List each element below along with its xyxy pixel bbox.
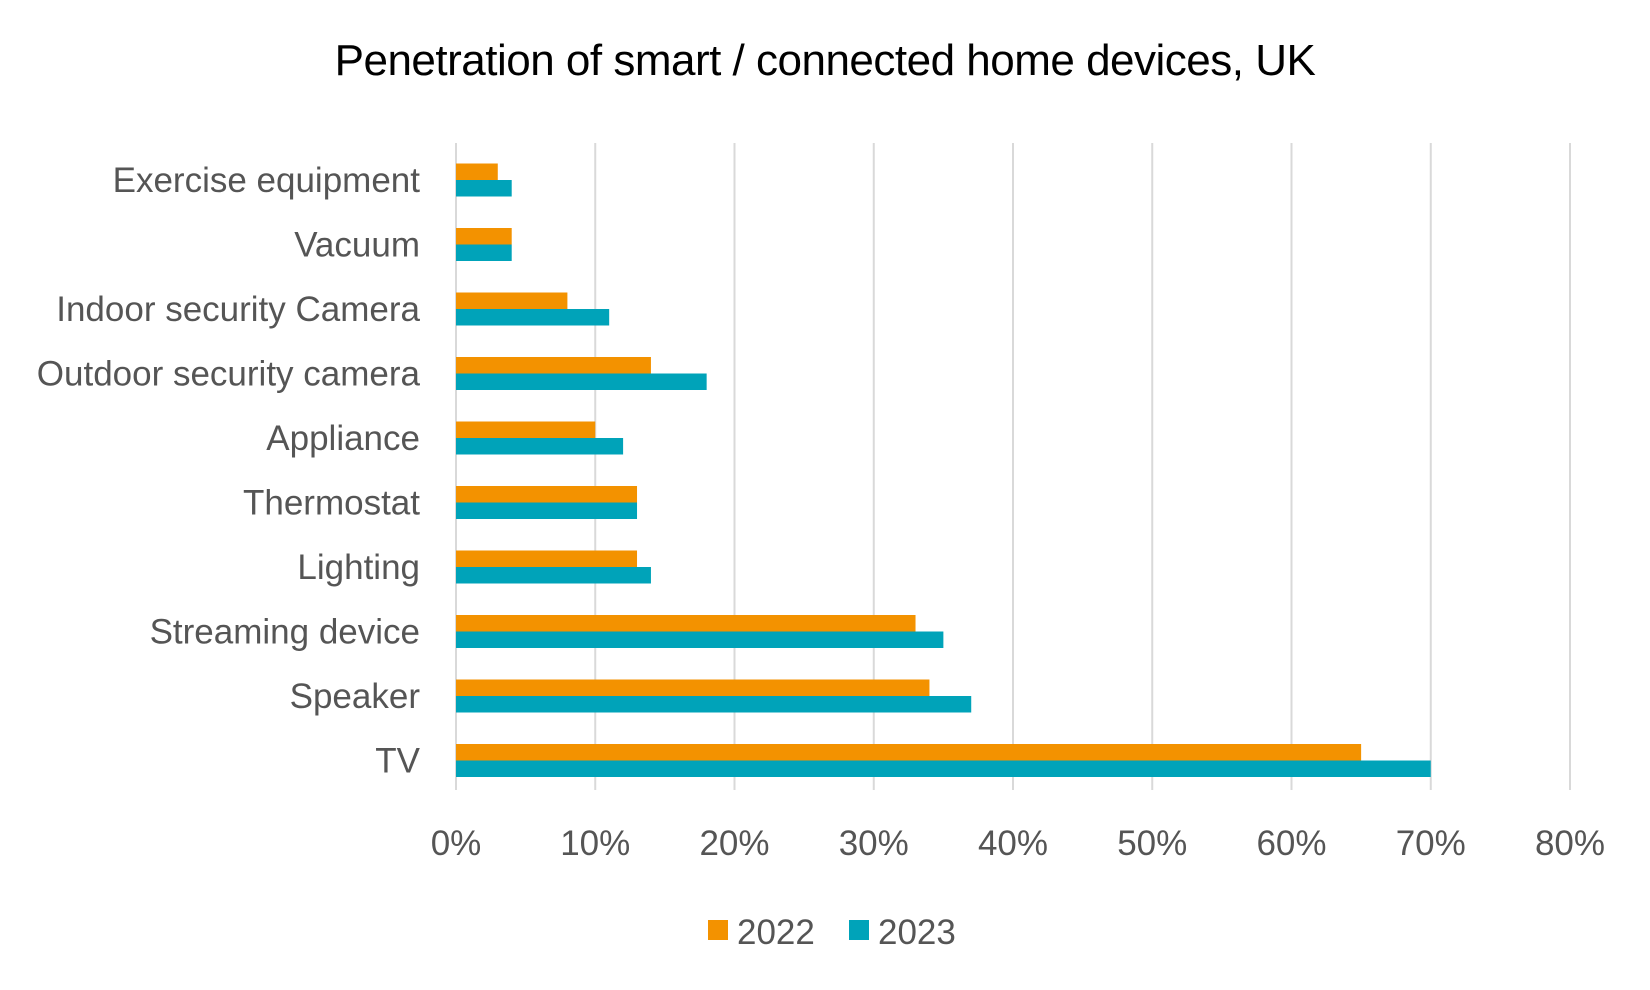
- x-tick-label-40: 40%: [978, 824, 1048, 863]
- legend-label-2022: 2022: [737, 913, 815, 952]
- bar-2022-streaming-device: [456, 615, 916, 632]
- bar-2022-thermostat: [456, 486, 638, 503]
- bar-2023-tv: [456, 760, 1431, 777]
- bar-2022-appliance: [456, 421, 596, 438]
- legend: 2022 2023: [708, 913, 956, 952]
- x-tick-label-20: 20%: [699, 824, 769, 863]
- category-label: Lighting: [297, 548, 420, 587]
- legend-swatch-2022: [708, 920, 728, 940]
- bar-2022-speaker: [456, 679, 930, 696]
- bars: [456, 163, 1431, 777]
- x-tick-label-0: 0%: [431, 824, 482, 863]
- bar-2022-indoor-security-camera: [456, 292, 568, 309]
- bar-2023-thermostat: [456, 502, 638, 519]
- bar-2022-vacuum: [456, 228, 512, 245]
- bar-2023-lighting: [456, 567, 651, 584]
- x-tick-label-10: 10%: [560, 824, 630, 863]
- category-label: Indoor security Camera: [56, 290, 420, 329]
- legend-swatch-2023: [849, 920, 869, 940]
- bar-2022-lighting: [456, 550, 638, 567]
- category-label: TV: [375, 742, 420, 781]
- x-tick-label-50: 50%: [1117, 824, 1187, 863]
- bar-2022-exercise-equipment: [456, 163, 498, 180]
- bar-2023-exercise-equipment: [456, 180, 512, 197]
- chart-title: Penetration of smart / connected home de…: [334, 36, 1316, 85]
- category-label: Streaming device: [150, 613, 420, 652]
- category-label: Speaker: [290, 677, 421, 716]
- bar-2023-outdoor-security-camera: [456, 373, 707, 390]
- category-label: Exercise equipment: [113, 161, 421, 200]
- x-tick-label-80: 80%: [1535, 824, 1605, 863]
- x-tick-label-30: 30%: [839, 824, 909, 863]
- bar-2023-speaker: [456, 696, 972, 713]
- x-tick-label-60: 60%: [1256, 824, 1326, 863]
- bar-2023-indoor-security-camera: [456, 309, 610, 326]
- legend-label-2023: 2023: [878, 913, 956, 952]
- bar-2023-vacuum: [456, 244, 512, 261]
- bar-2023-streaming-device: [456, 631, 944, 648]
- bar-2023-appliance: [456, 438, 624, 455]
- axes: 0% 10% 20% 30% 40% 50% 60% 70% 80% Exercise equip…: [37, 161, 1605, 863]
- bar-2022-outdoor-security-camera: [456, 357, 651, 374]
- x-tick-label-70: 70%: [1396, 824, 1466, 863]
- bar-2022-tv: [456, 744, 1362, 761]
- category-label: Appliance: [266, 419, 420, 458]
- category-label: Vacuum: [294, 226, 420, 265]
- category-label: Thermostat: [243, 484, 420, 523]
- category-label: Outdoor security camera: [37, 355, 421, 394]
